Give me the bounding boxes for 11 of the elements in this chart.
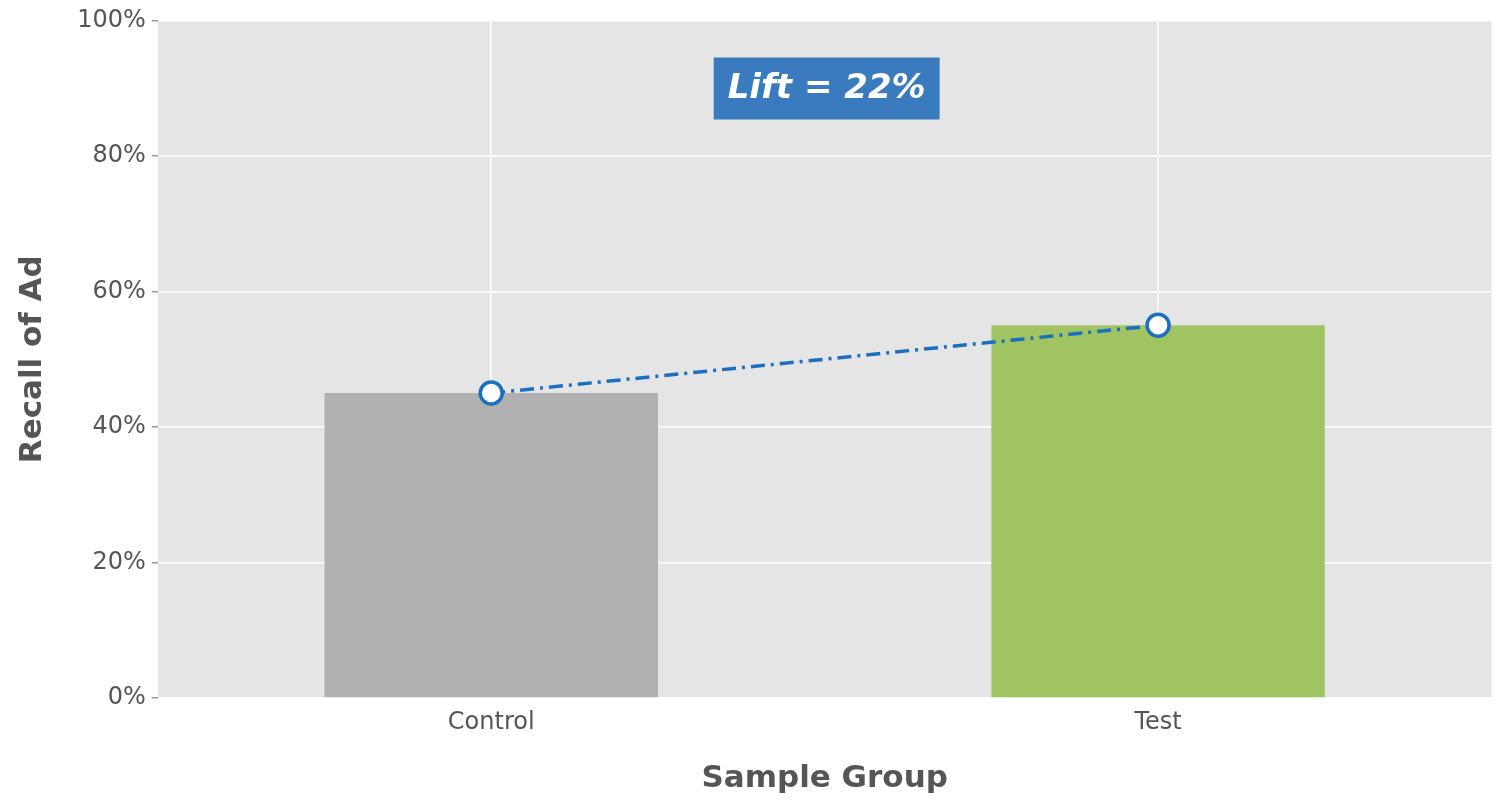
- y-tick-label: 60%: [92, 275, 146, 304]
- y-axis-title: Recall of Ad: [11, 255, 48, 464]
- y-tick-label: 100%: [77, 4, 146, 33]
- annotation: Lift = 22%: [727, 66, 926, 107]
- y-tick-label: 80%: [92, 140, 146, 169]
- y-tick-label: 40%: [92, 411, 146, 440]
- y-tick-label: 20%: [92, 546, 146, 575]
- y-tick-label: 0%: [107, 682, 146, 711]
- x-axis-title: Sample Group: [701, 758, 948, 795]
- x-tick-label: Control: [447, 706, 535, 735]
- x-tick-label: Test: [1133, 706, 1182, 735]
